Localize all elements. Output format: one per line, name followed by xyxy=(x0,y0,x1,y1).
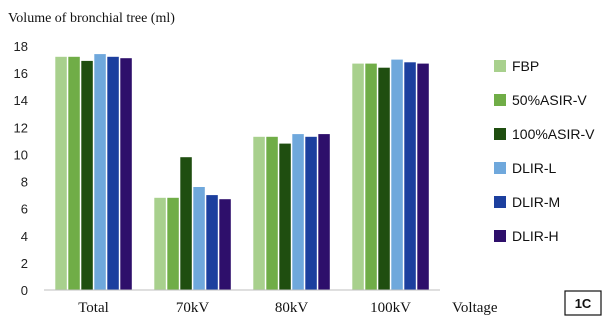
bar xyxy=(417,63,429,290)
x-tick-label: 100kV xyxy=(370,300,411,316)
y-tick-label: 16 xyxy=(14,66,28,81)
legend-swatch xyxy=(494,60,506,72)
legend-label: FBP xyxy=(512,58,539,74)
legend-label: 100%ASIR-V xyxy=(512,126,595,142)
x-tick-label: Total xyxy=(78,300,109,316)
panel-badge-text: 1C xyxy=(575,296,592,311)
x-tick-label: 70kV xyxy=(176,300,210,316)
y-tick-label: 18 xyxy=(14,39,28,54)
legend-swatch xyxy=(494,230,506,242)
legend-swatch xyxy=(494,196,506,208)
legend-swatch xyxy=(494,94,506,106)
bar xyxy=(378,67,390,290)
legend-label: 50%ASIR-V xyxy=(512,92,587,108)
legend-label: DLIR-H xyxy=(512,228,559,244)
legend-label: DLIR-L xyxy=(512,160,557,176)
y-tick-label: 0 xyxy=(21,283,28,298)
bars-group xyxy=(55,54,429,291)
panel-badge-box xyxy=(564,290,602,316)
bar xyxy=(279,143,291,290)
legend: FBP 50%ASIR-V 100%ASIR-V DLIR-L DLIR-M DLIR-H xyxy=(494,58,595,244)
panel-badge: 1C xyxy=(564,290,602,316)
bar xyxy=(292,134,304,290)
bar xyxy=(81,60,93,291)
bar xyxy=(352,63,364,290)
y-tick-label: 6 xyxy=(21,202,28,217)
y-tick-label: 14 xyxy=(14,93,28,108)
bar xyxy=(55,56,67,290)
y-tick-label: 10 xyxy=(14,147,28,162)
bar xyxy=(180,157,192,290)
legend-swatch xyxy=(494,162,506,174)
x-axis-title: Voltage xyxy=(452,300,498,316)
bar xyxy=(318,134,330,290)
bar xyxy=(266,136,278,290)
bar xyxy=(193,187,205,290)
y-tick-label: 2 xyxy=(21,256,28,271)
bar xyxy=(219,199,231,290)
legend-swatch xyxy=(494,128,506,140)
y-tick-label: 4 xyxy=(21,229,28,244)
bar xyxy=(404,62,416,290)
bar xyxy=(305,136,317,290)
bar xyxy=(107,56,119,290)
bar xyxy=(391,59,403,290)
bar xyxy=(154,197,166,290)
bar xyxy=(120,58,132,291)
bar xyxy=(68,56,80,290)
bar xyxy=(365,63,377,290)
y-axis: 0 2 4 6 8 10 12 14 16 18 xyxy=(14,39,28,298)
y-tick-label: 12 xyxy=(14,120,28,135)
x-axis: Total 70kV 80kV 100kV xyxy=(44,289,440,316)
bar xyxy=(167,197,179,290)
bar xyxy=(94,54,106,290)
legend-label: DLIR-M xyxy=(512,194,560,210)
x-tick-label: 80kV xyxy=(275,300,309,316)
y-tick-label: 8 xyxy=(21,175,28,190)
y-axis-title: Volume of bronchial tree (ml) xyxy=(8,11,175,26)
bar xyxy=(253,136,265,290)
bar xyxy=(206,195,218,290)
